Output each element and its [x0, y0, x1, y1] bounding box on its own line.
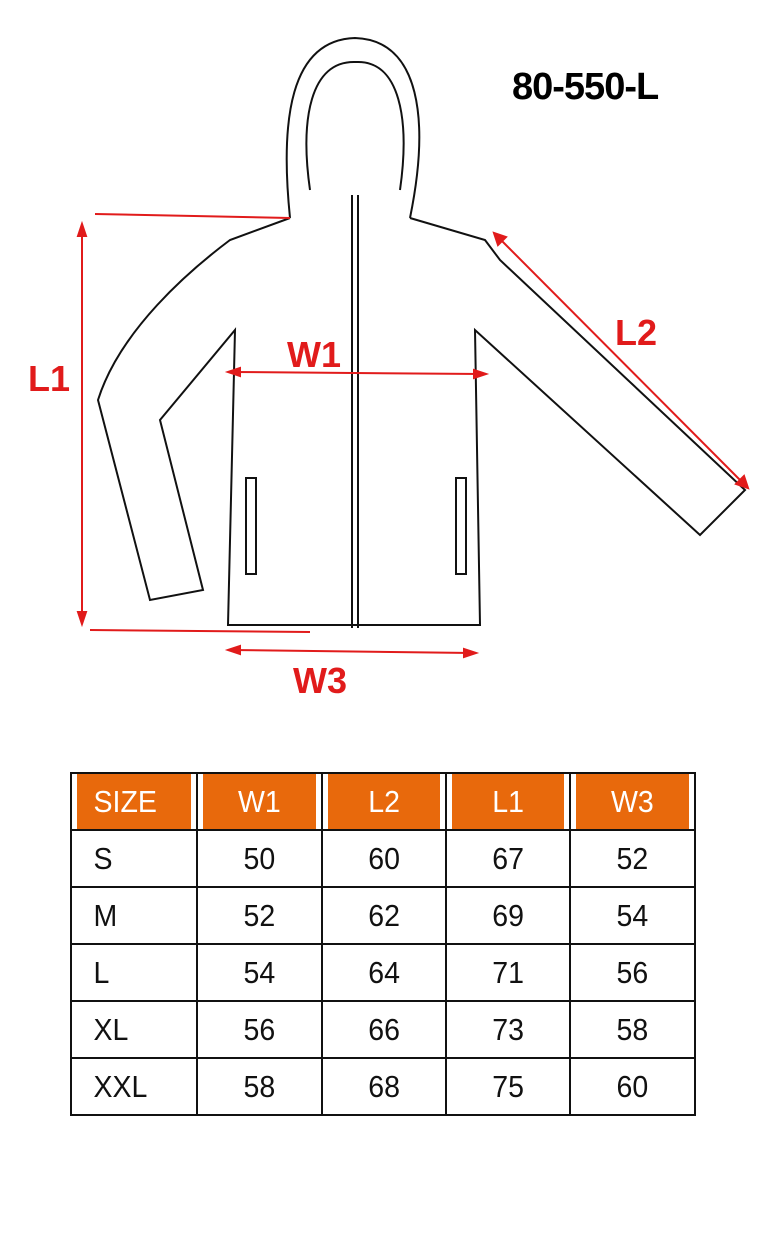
header-w1: W1 — [200, 772, 318, 831]
label-w1: W1 — [287, 334, 341, 375]
product-code: 80-550-L — [512, 66, 659, 108]
table-cell: 62 — [325, 886, 442, 945]
table-cell: 52 — [200, 886, 318, 945]
table-cell: 56 — [574, 943, 691, 1002]
table-cell: 58 — [200, 1057, 318, 1116]
table-cell: 50 — [200, 829, 318, 888]
size-table: SIZE W1 L2 L1 W3 S 50 60 67 52 M 52 62 69 54 L 54 64… — [70, 772, 696, 1116]
label-l1: L1 — [28, 358, 71, 399]
table-cell: XXL — [75, 1057, 193, 1116]
table-cell: 68 — [325, 1057, 442, 1116]
table-cell: 52 — [574, 829, 691, 888]
table-cell: 58 — [574, 1000, 691, 1059]
table-cell: M — [75, 886, 193, 945]
label-w3: W3 — [293, 660, 347, 701]
table-cell: 67 — [449, 829, 567, 888]
table-cell: 54 — [200, 943, 318, 1002]
table-cell: 69 — [449, 886, 567, 945]
table-cell: 66 — [325, 1000, 442, 1059]
label-l2: L2 — [615, 312, 658, 353]
table-cell: 60 — [574, 1057, 691, 1116]
table-row: XL 56 66 73 58 — [71, 1000, 695, 1059]
table-row: L 54 64 71 56 — [71, 943, 695, 1002]
header-l2: L2 — [325, 772, 442, 831]
table-cell: 75 — [449, 1057, 567, 1116]
table-row: S 50 60 67 52 — [71, 829, 695, 888]
table-header-row: SIZE W1 L2 L1 W3 — [71, 772, 695, 831]
table-cell: 60 — [325, 829, 442, 888]
table-cell: 64 — [325, 943, 442, 1002]
table-cell: S — [75, 829, 193, 888]
header-l1: L1 — [449, 772, 567, 831]
jacket-drawing — [76, 36, 750, 659]
jacket-outline — [96, 36, 747, 628]
header-w3: W3 — [574, 772, 691, 831]
table-cell: 56 — [200, 1000, 318, 1059]
table-cell: L — [75, 943, 193, 1002]
measurement-arrows — [76, 213, 750, 659]
table-row: XXL 58 68 75 60 — [71, 1057, 695, 1116]
table-cell: 71 — [449, 943, 567, 1002]
table-cell: XL — [75, 1000, 193, 1059]
table-cell: 54 — [574, 886, 691, 945]
table-row: M 52 62 69 54 — [71, 886, 695, 945]
table-cell: 73 — [449, 1000, 567, 1059]
header-size: SIZE — [75, 772, 193, 831]
